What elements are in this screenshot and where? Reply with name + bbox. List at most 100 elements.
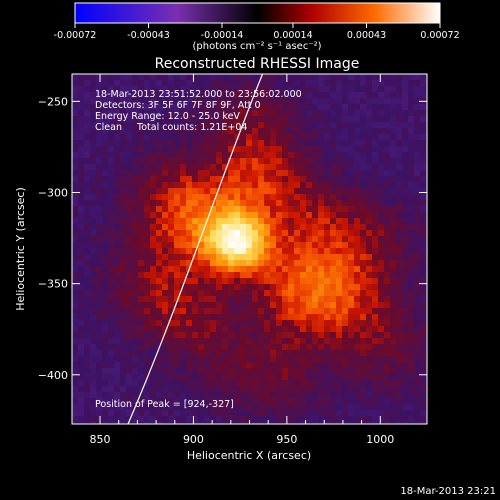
heatmap-cell	[354, 392, 361, 399]
heatmap-cell	[318, 74, 325, 81]
heatmap-cell	[84, 110, 91, 117]
heatmap-cell	[384, 170, 391, 177]
heatmap-cell	[192, 80, 199, 87]
heatmap-cell	[204, 374, 211, 381]
heatmap-cell	[330, 74, 337, 81]
heatmap-cell	[366, 110, 373, 117]
heatmap-cell	[300, 266, 307, 273]
heatmap-cell	[192, 116, 199, 123]
heatmap-cell	[312, 320, 319, 327]
heatmap-cell	[126, 92, 133, 99]
heatmap-cell	[294, 86, 301, 93]
heatmap-cell	[144, 194, 151, 201]
heatmap-cell	[174, 398, 181, 405]
heatmap-cell	[144, 278, 151, 285]
heatmap-cell	[348, 320, 355, 327]
heatmap-cell	[306, 380, 313, 387]
heatmap-cell	[108, 392, 115, 399]
heatmap-cell	[336, 242, 343, 249]
heatmap-cell	[408, 146, 415, 153]
heatmap-cell	[264, 134, 271, 141]
heatmap-cell	[288, 344, 295, 351]
heatmap-cell	[324, 308, 331, 315]
heatmap-cell	[108, 296, 115, 303]
heatmap-cell	[306, 260, 313, 267]
heatmap-cell	[156, 194, 163, 201]
heatmap-cell	[378, 254, 385, 261]
heatmap-cell	[402, 380, 409, 387]
heatmap-cell	[180, 302, 187, 309]
heatmap-cell	[120, 344, 127, 351]
heatmap-cell	[264, 368, 271, 375]
heatmap-cell	[216, 116, 223, 123]
heatmap-cell	[96, 92, 103, 99]
heatmap-cell	[216, 410, 223, 417]
heatmap-cell	[366, 176, 373, 183]
heatmap-cell	[420, 344, 427, 351]
heatmap-cell	[366, 182, 373, 189]
heatmap-cell	[258, 386, 265, 393]
heatmap-cell	[348, 248, 355, 255]
heatmap-cell	[168, 230, 175, 237]
heatmap-cell	[168, 284, 175, 291]
heatmap-cell	[246, 314, 253, 321]
heatmap-cell	[360, 206, 367, 213]
heatmap-cell	[84, 368, 91, 375]
heatmap-cell	[138, 74, 145, 81]
heatmap-cell	[162, 188, 169, 195]
heatmap-cell	[396, 332, 403, 339]
heatmap-cell	[108, 254, 115, 261]
heatmap-cell	[330, 164, 337, 171]
heatmap-cell	[288, 332, 295, 339]
heatmap-cell	[228, 140, 235, 147]
heatmap-cell	[414, 110, 421, 117]
heatmap-cell	[180, 332, 187, 339]
heatmap-cell	[270, 326, 277, 333]
heatmap-cell	[252, 146, 259, 153]
heatmap-cell	[384, 368, 391, 375]
heatmap-cell	[114, 104, 121, 111]
heatmap-cell	[216, 416, 223, 423]
heatmap-cell	[222, 140, 229, 147]
heatmap-cell	[72, 362, 79, 369]
heatmap-cell	[180, 368, 187, 375]
heatmap-cell	[84, 200, 91, 207]
heatmap-cell	[288, 398, 295, 405]
heatmap-cell	[102, 170, 109, 177]
heatmap-cell	[72, 164, 79, 171]
heatmap-cell	[90, 194, 97, 201]
heatmap-cell	[288, 242, 295, 249]
heatmap-cell	[264, 176, 271, 183]
heatmap-cell	[240, 302, 247, 309]
heatmap-cell	[228, 362, 235, 369]
heatmap-cell	[84, 230, 91, 237]
heatmap-cell	[234, 110, 241, 117]
heatmap-cell	[132, 140, 139, 147]
heatmap-cell	[234, 320, 241, 327]
heatmap-cell	[390, 326, 397, 333]
heatmap-cell	[138, 80, 145, 87]
heatmap-cell	[330, 266, 337, 273]
heatmap-cell	[234, 308, 241, 315]
heatmap-cell	[318, 308, 325, 315]
heatmap-cell	[372, 374, 379, 381]
heatmap-cell	[384, 380, 391, 387]
heatmap-cell	[78, 248, 85, 255]
heatmap-cell	[384, 140, 391, 147]
heatmap-cell	[90, 326, 97, 333]
heatmap-cell	[132, 374, 139, 381]
heatmap-cell	[102, 80, 109, 87]
heatmap-cell	[162, 80, 169, 87]
heatmap-cell	[348, 86, 355, 93]
heatmap-cell	[90, 248, 97, 255]
heatmap-cell	[294, 350, 301, 357]
heatmap-cell	[84, 212, 91, 219]
heatmap-cell	[396, 260, 403, 267]
heatmap-cell	[120, 242, 127, 249]
heatmap-cell	[354, 164, 361, 171]
heatmap-cell	[114, 110, 121, 117]
heatmap-cell	[342, 146, 349, 153]
heatmap-cell	[294, 326, 301, 333]
heatmap-cell	[360, 122, 367, 129]
heatmap-cell	[258, 332, 265, 339]
